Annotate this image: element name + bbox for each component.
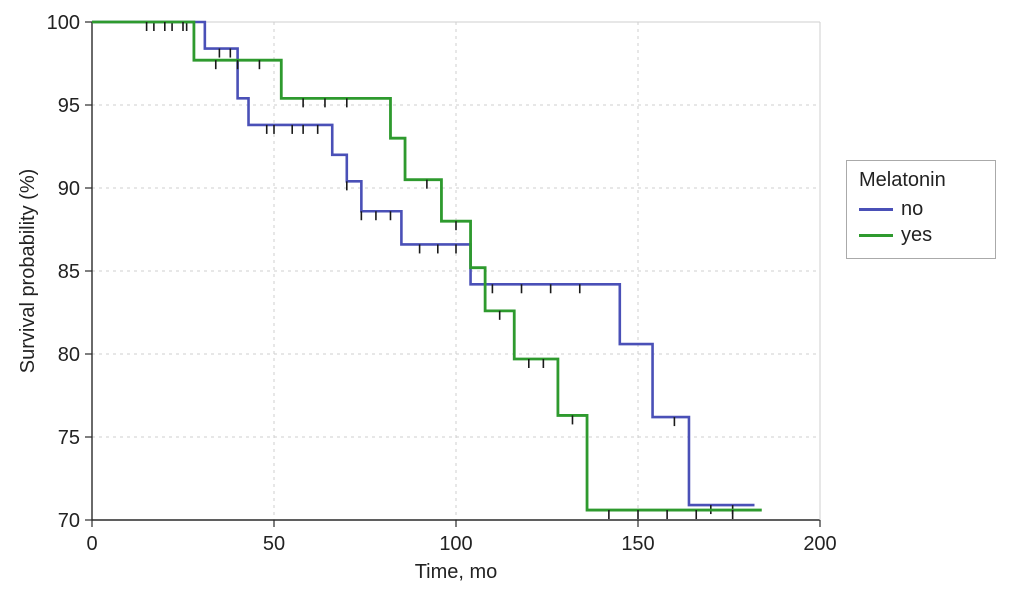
svg-text:Survival probability (%): Survival probability (%)	[17, 169, 39, 374]
svg-text:100: 100	[439, 533, 472, 555]
svg-text:85: 85	[58, 261, 80, 283]
svg-text:90: 90	[58, 178, 80, 200]
legend-item-no: no	[859, 196, 981, 222]
svg-text:80: 80	[58, 344, 80, 366]
legend-swatch	[859, 234, 893, 237]
svg-text:0: 0	[86, 533, 97, 555]
legend-swatch	[859, 208, 893, 211]
svg-text:100: 100	[47, 12, 80, 34]
svg-text:150: 150	[621, 533, 654, 555]
km-chart: 0 50 100 150 200 70 75 80 85 90 95 100 Time, mo Survi…	[0, 0, 1024, 590]
legend-title: Melatonin	[859, 169, 981, 192]
chart-svg: 0 50 100 150 200 70 75 80 85 90 95 100 Time, mo Survi…	[0, 0, 1024, 590]
svg-text:200: 200	[803, 533, 836, 555]
svg-text:50: 50	[263, 533, 285, 555]
legend-item-yes: yes	[859, 222, 981, 248]
legend: Melatonin no yes	[846, 160, 996, 259]
svg-text:Time, mo: Time, mo	[415, 561, 498, 583]
legend-label: no	[901, 198, 923, 221]
legend-label: yes	[901, 224, 932, 247]
svg-text:75: 75	[58, 427, 80, 449]
svg-text:95: 95	[58, 95, 80, 117]
svg-text:70: 70	[58, 510, 80, 532]
